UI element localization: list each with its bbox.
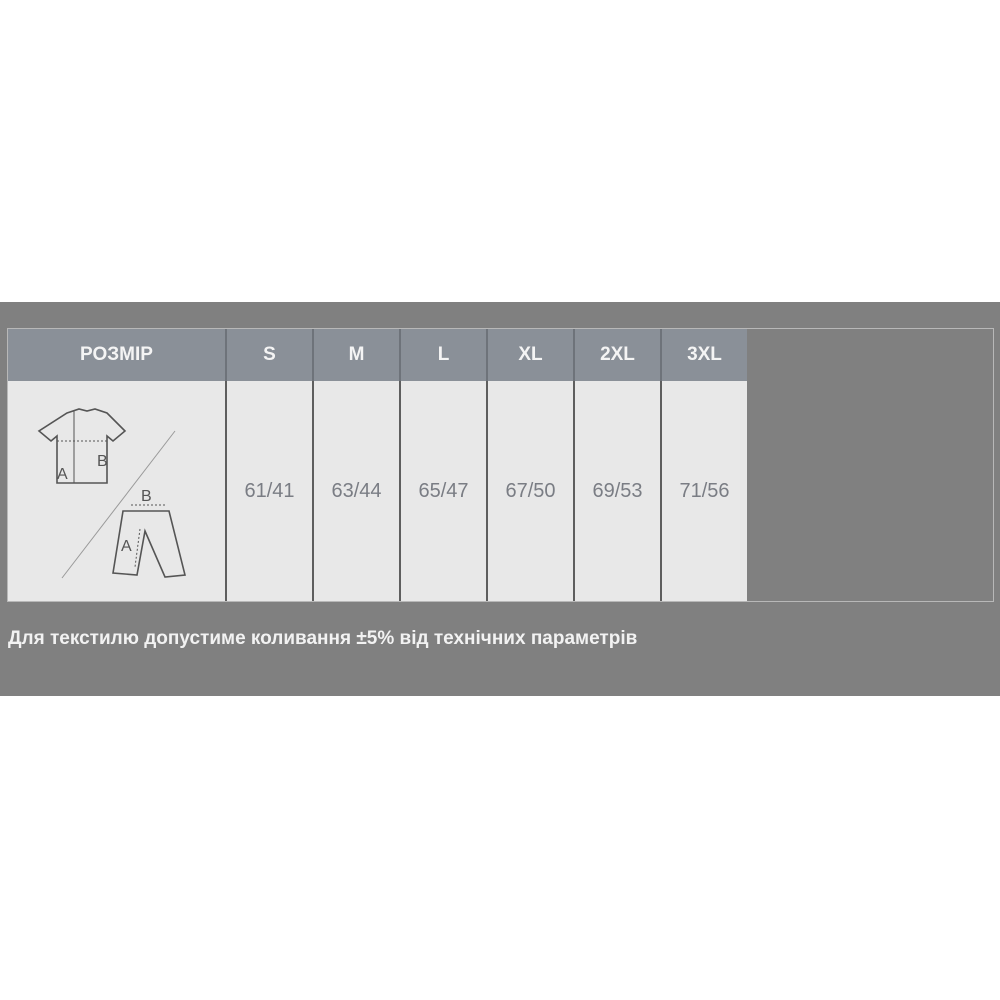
value-m: 63/44 (313, 381, 401, 601)
measurement-diagram: B A B A (8, 381, 227, 601)
header-size-s: S (226, 329, 314, 381)
svg-text:A: A (121, 538, 132, 555)
value-l: 65/47 (400, 381, 488, 601)
header-size-l: L (400, 329, 488, 381)
tolerance-note: Для текстилю допустиме коливання ±5% від… (8, 628, 638, 649)
value-xl: 67/50 (487, 381, 575, 601)
header-size-xl: XL (487, 329, 575, 381)
header-size-label: РОЗМІР (8, 329, 227, 381)
svg-text:B: B (141, 488, 152, 505)
svg-text:B: B (97, 453, 108, 470)
header-size-2xl: 2XL (574, 329, 662, 381)
header-row: РОЗМІР S M L XL 2XL 3XL (8, 329, 747, 381)
value-s: 61/41 (226, 381, 314, 601)
pajama-diagram-icon: B A B A (37, 408, 186, 579)
header-size-3xl: 3XL (661, 329, 747, 381)
value-2xl: 69/53 (574, 381, 662, 601)
table-frame (7, 328, 994, 602)
svg-text:A: A (57, 466, 68, 483)
value-3xl: 71/56 (661, 381, 747, 601)
size-table: РОЗМІР S M L XL 2XL 3XL B A B A 61/41 63… (8, 329, 747, 601)
table-row: B A B A 61/41 63/44 65/47 67/50 69/53 71… (8, 381, 747, 601)
header-size-m: M (313, 329, 401, 381)
